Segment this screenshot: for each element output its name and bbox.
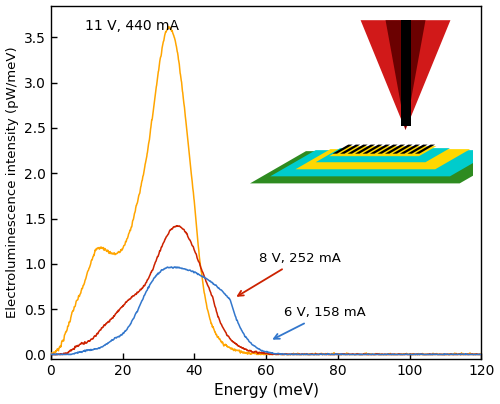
Text: 11 V, 440 mA: 11 V, 440 mA bbox=[85, 19, 179, 33]
Y-axis label: Electroluminescence intensity (pW/meV): Electroluminescence intensity (pW/meV) bbox=[6, 46, 18, 318]
Text: 8 V, 252 mA: 8 V, 252 mA bbox=[238, 252, 341, 296]
X-axis label: Energy (meV): Energy (meV) bbox=[214, 383, 318, 398]
Text: 6 V, 158 mA: 6 V, 158 mA bbox=[274, 306, 366, 339]
